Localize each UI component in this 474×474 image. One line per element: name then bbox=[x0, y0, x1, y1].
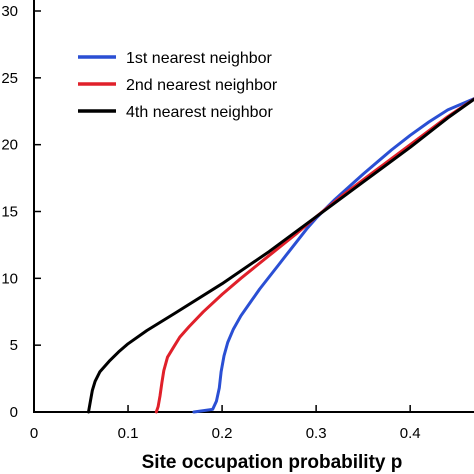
legend-label: 2nd nearest neighbor bbox=[126, 77, 278, 94]
x-tick-label: 0.3 bbox=[306, 425, 327, 442]
y-axis: 0 5 10 15 20 25 30 bbox=[1, 3, 41, 421]
series-line-1 bbox=[192, 97, 474, 414]
x-tick-label: 0.1 bbox=[118, 425, 139, 442]
x-tick-label: 0 bbox=[30, 425, 38, 442]
legend-label: 1st nearest neighbor bbox=[126, 50, 273, 67]
legend: 1st nearest neighbor 2nd nearest neighbor… bbox=[78, 50, 278, 121]
plot-frame bbox=[33, 0, 474, 413]
y-tick-label: 15 bbox=[1, 204, 18, 221]
y-tick-label: 5 bbox=[10, 337, 18, 354]
x-axis: 0 0.1 0.2 0.3 0.4 bbox=[30, 405, 421, 442]
series-line-3 bbox=[87, 97, 474, 414]
y-tick-label: 0 bbox=[10, 404, 18, 421]
series-lines bbox=[87, 97, 474, 414]
y-tick-label: 20 bbox=[1, 137, 18, 154]
x-tick-label: 0.4 bbox=[400, 425, 421, 442]
legend-label: 4th nearest neighbor bbox=[126, 104, 273, 121]
x-axis-title: Site occupation probability p bbox=[142, 452, 403, 473]
series-line-2 bbox=[154, 97, 474, 414]
y-tick-label: 30 bbox=[1, 3, 18, 20]
y-tick-label: 10 bbox=[1, 270, 18, 287]
x-tick-label: 0.2 bbox=[212, 425, 233, 442]
y-tick-label: 25 bbox=[1, 70, 18, 87]
